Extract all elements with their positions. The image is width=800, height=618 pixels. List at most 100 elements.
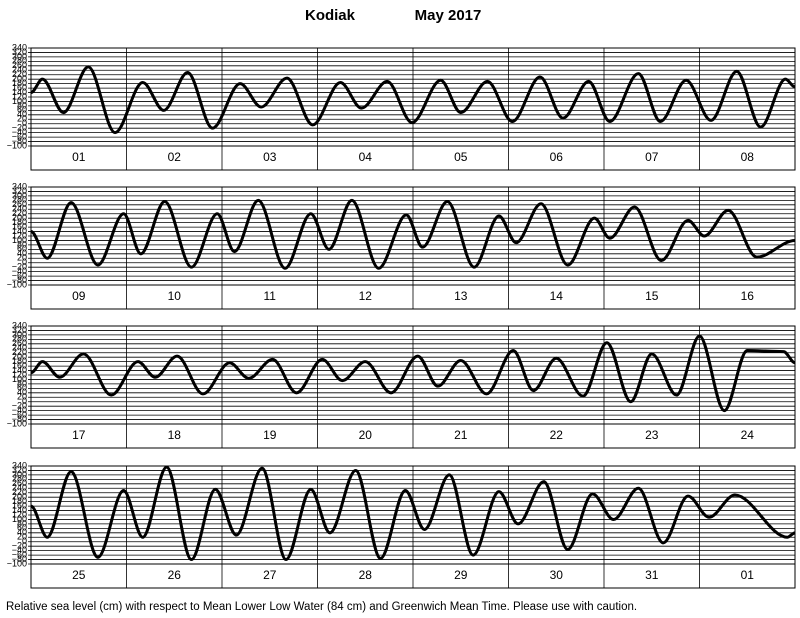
y-tick-label: 60	[17, 383, 27, 393]
y-tick-label: 140	[12, 505, 27, 515]
y-tick-label: 60	[17, 244, 27, 254]
y-tick-label: 180	[12, 496, 27, 506]
x-tick-label: 01	[72, 150, 86, 164]
x-tick-label: 11	[264, 289, 277, 303]
y-tick-label: 80	[17, 239, 27, 249]
y-tick-label: 0	[22, 396, 27, 406]
y-tick-label: 80	[17, 378, 27, 388]
y-tick-label: 0	[22, 257, 27, 267]
y-tick-label: 280	[12, 474, 27, 484]
y-tick-label: 320	[12, 465, 27, 475]
y-tick-label: −60	[12, 270, 27, 280]
y-tick-label: −100	[7, 279, 27, 289]
y-tick-label: 280	[12, 56, 27, 66]
x-tick-label: 03	[263, 150, 277, 164]
y-tick-label: 340	[12, 42, 27, 52]
x-tick-label: 25	[72, 568, 86, 582]
y-tick-label: 160	[12, 221, 27, 231]
x-tick-label: 19	[263, 428, 277, 442]
y-tick-label: 260	[12, 478, 27, 488]
y-tick-label: 220	[12, 69, 27, 79]
y-tick-label: −80	[12, 275, 27, 285]
y-tick-label: 80	[17, 100, 27, 110]
x-tick-label: 28	[359, 568, 373, 582]
x-tick-label: 29	[454, 568, 468, 582]
y-tick-label: 200	[12, 213, 27, 223]
y-tick-label: −60	[12, 549, 27, 559]
y-tick-label: 60	[17, 523, 27, 533]
y-tick-label: 120	[12, 369, 27, 379]
y-tick-label: 100	[12, 514, 27, 524]
y-tick-label: 240	[12, 204, 27, 214]
y-tick-label: −40	[12, 405, 27, 415]
y-tick-label: 140	[12, 87, 27, 97]
x-tick-label: 31	[645, 568, 659, 582]
y-tick-label: 280	[12, 334, 27, 344]
x-tick-label: 17	[72, 428, 86, 442]
y-tick-label: 140	[12, 365, 27, 375]
tide-line	[30, 198, 796, 270]
y-tick-label: −100	[7, 558, 27, 568]
y-tick-label: −40	[12, 545, 27, 555]
y-tick-label: 280	[12, 195, 27, 205]
y-tick-label: 320	[12, 47, 27, 57]
y-tick-label: 180	[12, 356, 27, 366]
x-tick-label: 13	[454, 289, 468, 303]
x-tick-label: 12	[359, 289, 373, 303]
y-tick-label: −80	[12, 554, 27, 564]
y-tick-label: −60	[12, 409, 27, 419]
x-tick-label: 02	[168, 150, 182, 164]
y-tick-label: 300	[12, 329, 27, 339]
x-tick-label: 26	[168, 568, 182, 582]
x-tick-label: 24	[741, 428, 755, 442]
y-tick-label: 180	[12, 217, 27, 227]
y-tick-label: 260	[12, 338, 27, 348]
y-tick-label: 160	[12, 360, 27, 370]
y-tick-label: 300	[12, 51, 27, 61]
y-tick-label: 220	[12, 208, 27, 218]
y-tick-label: −20	[12, 123, 27, 133]
y-tick-label: 300	[12, 469, 27, 479]
x-tick-label: 15	[645, 289, 659, 303]
x-tick-label: 06	[550, 150, 564, 164]
x-tick-label: 20	[359, 428, 373, 442]
y-tick-label: 100	[12, 96, 27, 106]
tide-line	[30, 465, 796, 562]
y-tick-label: 220	[12, 347, 27, 357]
x-tick-label: 08	[741, 150, 755, 164]
y-tick-label: 300	[12, 190, 27, 200]
title-location: Kodiak	[305, 7, 356, 24]
y-tick-label: 180	[12, 78, 27, 88]
y-tick-label: 340	[12, 181, 27, 191]
x-tick-label: 09	[72, 289, 86, 303]
y-tick-label: 100	[12, 374, 27, 384]
y-tick-label: 40	[17, 109, 27, 119]
y-tick-label: −20	[12, 262, 27, 272]
x-tick-label: 14	[550, 289, 564, 303]
y-tick-label: 160	[12, 500, 27, 510]
y-tick-label: −60	[12, 131, 27, 141]
title-period: May 2017	[415, 7, 482, 24]
y-tick-label: 40	[17, 248, 27, 258]
y-tick-label: −100	[7, 418, 27, 428]
x-tick-label: 21	[454, 428, 468, 442]
x-tick-label: 07	[645, 150, 659, 164]
y-tick-label: 200	[12, 74, 27, 84]
y-tick-label: 340	[12, 320, 27, 330]
y-tick-label: 0	[22, 118, 27, 128]
x-tick-label: 22	[550, 428, 564, 442]
y-tick-label: 120	[12, 91, 27, 101]
y-tick-label: 0	[22, 536, 27, 546]
y-tick-label: 20	[17, 253, 27, 263]
y-tick-label: −100	[7, 140, 27, 150]
y-tick-label: 240	[12, 343, 27, 353]
y-tick-label: 40	[17, 527, 27, 537]
x-tick-label: 01	[741, 568, 755, 582]
y-tick-label: 100	[12, 235, 27, 245]
x-tick-label: 30	[550, 568, 564, 582]
x-tick-label: 05	[454, 150, 468, 164]
x-tick-label: 27	[263, 568, 277, 582]
y-tick-label: 240	[12, 483, 27, 493]
y-tick-label: 320	[12, 186, 27, 196]
